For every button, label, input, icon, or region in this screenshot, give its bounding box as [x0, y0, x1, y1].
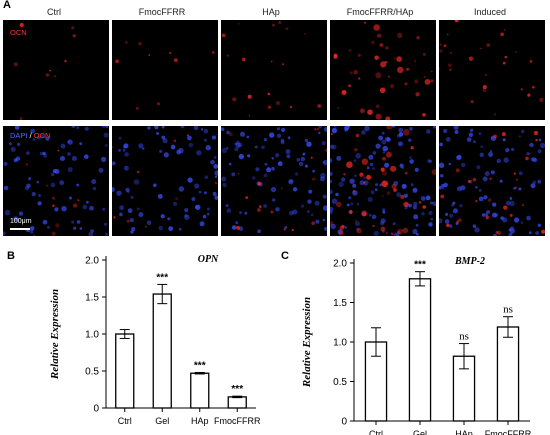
- bar-gel: [408, 278, 432, 422]
- y-tick-label: 0.5: [333, 377, 347, 388]
- y-tick-label: 1.5: [333, 298, 347, 309]
- micrograph-merge-fmocffrr-hap: [330, 126, 436, 236]
- significance-gel: ***: [414, 260, 426, 271]
- chart-bmp2: Relative Expression BMP-2 0 0.5 1.0 1.5 2.0 Ctr…: [301, 256, 532, 435]
- row2-ocn-label: OCN: [33, 131, 51, 140]
- chart-title: OPN: [198, 254, 219, 265]
- significance-hap: ***: [194, 360, 206, 371]
- y-tick-label: 0: [93, 404, 99, 415]
- bar-ctrl: [115, 333, 135, 409]
- x-tick-label-fmocffrr: FmocFFRR: [214, 416, 261, 426]
- x-tick-label-ctrl: Ctrl: [118, 416, 132, 426]
- x-tick-label-gel: Gel: [413, 429, 427, 435]
- significance-gel: ***: [156, 272, 168, 283]
- x-tick-label-ctrl: Ctrl: [369, 429, 383, 435]
- micrograph-merge-induced: [439, 126, 545, 236]
- bar-fmocffrr: [227, 396, 247, 409]
- micrograph-ocn-fmocffrr: [112, 20, 218, 120]
- bar-hap: [190, 372, 210, 409]
- row2-separator: /: [27, 131, 34, 140]
- column-label-ctrl: Ctrl: [47, 7, 61, 17]
- significance-hap: ns: [459, 331, 469, 343]
- scale-bar: [10, 228, 30, 230]
- scale-bar-label: 100μm: [10, 218, 32, 225]
- panel-b-letter: B: [7, 250, 15, 262]
- column-label-hap: HAp: [262, 7, 280, 17]
- micrograph-ocn-induced: [439, 20, 545, 120]
- row1-ocn-label: OCN: [10, 28, 27, 37]
- y-tick-label: 2.0: [85, 256, 99, 267]
- column-label-fmocffrr: FmocFFRR: [138, 7, 186, 17]
- micrograph-merge-hap: [221, 126, 327, 236]
- panel-a-letter: A: [3, 0, 11, 11]
- panel-c-letter: C: [281, 250, 289, 262]
- column-label-fmocffrr-hap: FmocFFRR/HAp: [346, 7, 414, 17]
- row2-dapi-label: DAPI: [10, 131, 28, 140]
- x-tick-label-gel: Gel: [155, 416, 169, 426]
- significance-fmocffrr: ns: [503, 304, 513, 316]
- y-tick-label: 1.0: [85, 330, 99, 341]
- chart-opn: Relative Expression OPN 0 0.5 1.0 1.5 2.0 Ctrl G…: [49, 254, 261, 426]
- y-axis-label: Relative Expression: [301, 297, 313, 388]
- micrograph-merge-fmocffrr: [112, 126, 218, 236]
- y-tick-label: 1.0: [333, 338, 347, 349]
- y-tick-label: 1.5: [85, 293, 99, 304]
- bar-fmocffrr: [496, 326, 520, 422]
- micrograph-ocn-fmocffrr-hap: [330, 20, 436, 120]
- micrograph-merge-ctrl: [3, 126, 109, 236]
- bar-gel: [152, 293, 172, 409]
- chart-title: BMP-2: [454, 256, 485, 267]
- column-label-induced: Induced: [473, 7, 507, 17]
- x-tick-label-hap: HAp: [455, 429, 473, 435]
- y-tick-label: 0: [341, 417, 347, 428]
- x-tick-label-hap: HAp: [191, 416, 209, 426]
- y-tick-label: 0.5: [85, 367, 99, 378]
- significance-fmocffrr: ***: [231, 384, 243, 395]
- y-axis-label: Relative Expression: [49, 289, 61, 380]
- y-tick-label: 2.0: [333, 259, 347, 270]
- x-tick-label-fmocffrr: FmocFFRR: [485, 429, 532, 435]
- micrograph-ocn-ctrl: [3, 20, 109, 120]
- row2-channel-label: DAPI / OCN: [10, 131, 50, 140]
- micrograph-ocn-hap: [221, 20, 327, 120]
